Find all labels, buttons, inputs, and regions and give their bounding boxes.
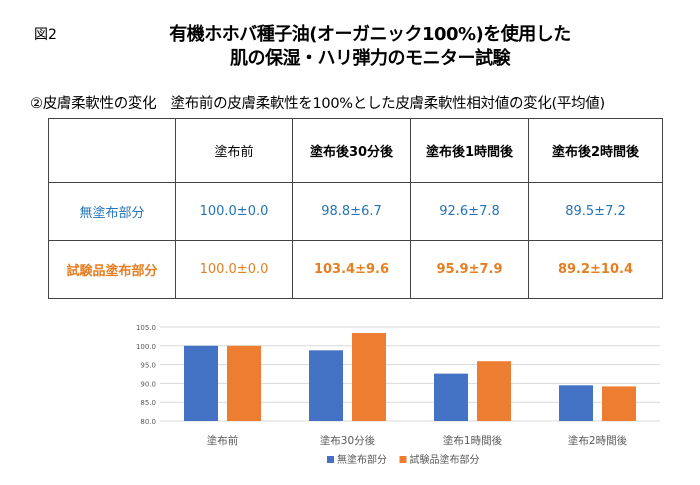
legend-label-0: 無塗布部分 [337, 453, 387, 466]
y-tick-label: 80.0 [140, 418, 156, 426]
y-tick-label: 105.0 [136, 324, 156, 332]
table-row: 無塗布部分 100.0±0.0 98.8±6.7 92.6±7.8 89.5±7… [48, 182, 663, 241]
results-table: 塗布前 塗布後30分後 塗布後1時間後 塗布後2時間後 無塗布部分 100.0±… [48, 118, 663, 299]
row-label-treated: 試験品塗布部分 [48, 240, 176, 299]
table-cell: 92.6±7.8 [410, 182, 529, 241]
table-cell: 100.0±0.0 [175, 240, 293, 299]
y-tick-label: 85.0 [140, 399, 156, 407]
header-before: 塗布前 [175, 118, 293, 183]
x-tick-label: 塗布30分後 [320, 434, 376, 447]
table-cell: 103.4±9.6 [292, 240, 411, 299]
subtitle: ②皮膚柔軟性の変化 塗布前の皮膚柔軟性を100%とした皮膚柔軟性相対値の変化(平… [30, 96, 605, 112]
table-cell: 89.2±10.4 [528, 240, 663, 299]
y-tick-label: 95.0 [140, 362, 156, 370]
title-line-2: 肌の保湿・ハリ弾力のモニター試験 [230, 48, 511, 69]
title-line-1: 有機ホホバ種子油(オーガニック100%)を使用した [169, 24, 571, 45]
x-tick-label: 塗布2時間後 [568, 434, 628, 447]
row-label-untreated: 無塗布部分 [48, 182, 176, 241]
header-empty [48, 118, 176, 183]
table-row: 試験品塗布部分 100.0±0.0 103.4±9.6 95.9±7.9 89.… [48, 240, 663, 299]
figure-label: 図2 [34, 27, 57, 43]
y-tick-label: 90.0 [140, 380, 156, 388]
x-tick-label: 塗布1時間後 [443, 434, 503, 447]
bar-1-1 [352, 333, 386, 421]
x-tick-label: 塗布前 [207, 434, 239, 447]
legend-swatch-0 [327, 456, 334, 463]
bar-0-3 [559, 385, 593, 421]
table-header-row: 塗布前 塗布後30分後 塗布後1時間後 塗布後2時間後 [48, 118, 663, 183]
legend-label-1: 試験品塗布部分 [410, 453, 480, 466]
bar-0-1 [309, 350, 343, 421]
bar-1-2 [477, 361, 511, 421]
bar-1-3 [602, 386, 636, 421]
y-tick-label: 100.0 [136, 343, 156, 351]
legend-swatch-1 [399, 456, 407, 463]
table-cell: 98.8±6.7 [292, 182, 411, 241]
header-2h: 塗布後2時間後 [528, 118, 663, 183]
table-cell: 100.0±0.0 [175, 182, 293, 241]
bar-0-2 [434, 373, 468, 421]
bar-1-0 [227, 345, 261, 421]
header-1h: 塗布後1時間後 [410, 118, 529, 183]
bar-0-0 [184, 345, 218, 421]
